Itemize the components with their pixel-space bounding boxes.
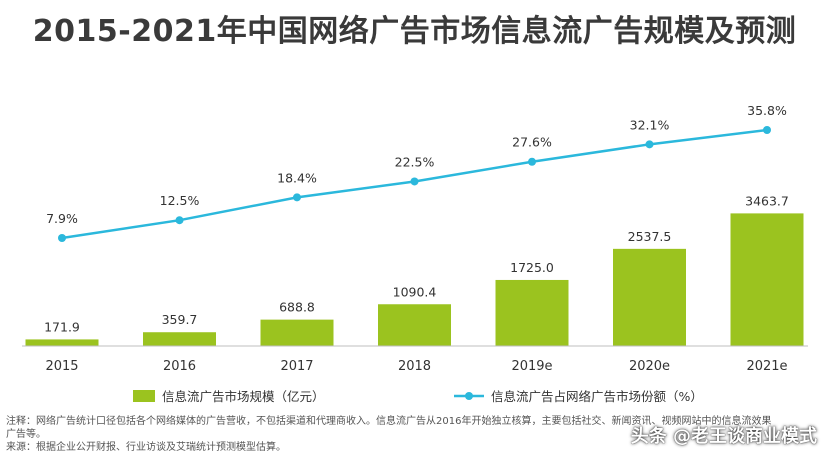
bar-2015 bbox=[25, 339, 99, 346]
bar-value-label: 688.8 bbox=[279, 300, 315, 315]
note-line-1: 注释：网络广告统计口径包括各个网络媒体的广告营收，不包括渠道和代理商收入。信息流… bbox=[6, 416, 772, 427]
legend-bar-label: 信息流广告市场规模（亿元） bbox=[162, 389, 325, 404]
bar-2021e bbox=[730, 213, 804, 346]
legend-item-bar: 信息流广告市场规模（亿元） bbox=[133, 386, 325, 405]
legend-bar-swatch bbox=[133, 389, 155, 402]
legend-line-label: 信息流广告占网络广告市场份额（%） bbox=[491, 389, 703, 404]
x-tick-label: 2018 bbox=[398, 359, 431, 374]
x-tick-label: 2020e bbox=[629, 359, 670, 374]
share-value-label: 35.8% bbox=[747, 103, 787, 118]
bar-2018 bbox=[378, 304, 451, 346]
share-point-2020e bbox=[645, 140, 654, 149]
share-point-2016 bbox=[175, 216, 184, 225]
share-value-label: 18.4% bbox=[277, 170, 317, 185]
share-point-2021e bbox=[763, 126, 771, 134]
chart-title: 2015-2021年中国网络广告市场信息流广告规模及预测 bbox=[32, 14, 797, 49]
share-point-2015 bbox=[58, 234, 66, 242]
watermark: 头条 @老王谈商业模式 bbox=[630, 426, 817, 447]
share-value-label: 22.5% bbox=[395, 154, 435, 169]
bar-2019e bbox=[495, 279, 569, 346]
chart: 171.9 359.7688.81090.41725.02537.53463.7 … bbox=[22, 103, 808, 374]
share-value-label: 32.1% bbox=[630, 117, 670, 132]
x-tick-label: 2016 bbox=[163, 359, 196, 374]
x-tick-label: 2015 bbox=[45, 359, 78, 374]
x-tick-label: 2019e bbox=[511, 359, 552, 374]
legend-item-line: 信息流广告占网络广告市场份额（%） bbox=[454, 386, 703, 405]
bar-value-label: 3463.7 bbox=[745, 193, 789, 208]
bar-value-label: 359.7 bbox=[162, 312, 198, 327]
legend-line-swatch bbox=[454, 391, 484, 400]
source-line: 来源：根据企业公开财报、行业访谈及艾瑞统计预测模型估算。 bbox=[6, 442, 286, 453]
share-point-2017 bbox=[293, 193, 301, 202]
bar-value-label: 1725.0 bbox=[510, 260, 554, 275]
x-tick-label: 2021e bbox=[746, 359, 787, 374]
bar-value-label: 1090.4 bbox=[393, 284, 437, 299]
bar-2016 bbox=[143, 332, 216, 346]
bar-2017 bbox=[260, 319, 334, 346]
note-line-2: 广告等。 bbox=[6, 429, 46, 440]
share-point-2019e bbox=[528, 157, 536, 166]
bar-2020e bbox=[613, 248, 686, 346]
bar-value-label: 2537.5 bbox=[628, 229, 672, 244]
legend: 信息流广告市场规模（亿元） 信息流广告占网络广告市场份额（%） bbox=[0, 386, 829, 406]
x-tick-label: 2017 bbox=[280, 359, 313, 374]
bar-value-label: 171.9 bbox=[44, 319, 80, 334]
share-value-label: 7.9% bbox=[46, 211, 78, 226]
share-value-label: 12.5% bbox=[160, 193, 200, 208]
share-point-2018 bbox=[410, 177, 419, 186]
share-value-label: 27.6% bbox=[512, 135, 552, 150]
